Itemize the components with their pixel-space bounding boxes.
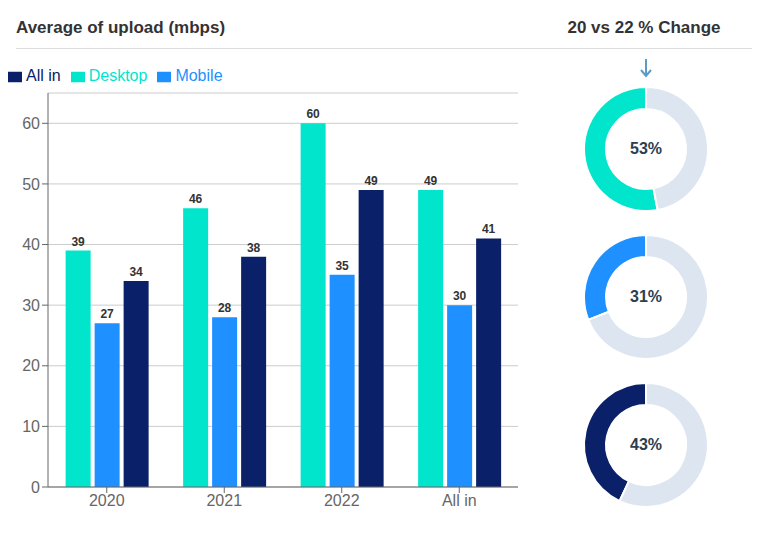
svg-text:34: 34 (129, 265, 143, 279)
svg-text:2020: 2020 (89, 492, 125, 509)
svg-text:60: 60 (306, 107, 320, 121)
svg-text:28: 28 (218, 301, 232, 315)
html-text:All in: All in (26, 67, 61, 84)
svg-text:All in: All in (442, 492, 477, 509)
svg-text:2021: 2021 (206, 492, 242, 509)
svg-text:2022: 2022 (324, 492, 360, 509)
svg-text:10: 10 (22, 418, 40, 435)
svg-text:27: 27 (100, 307, 114, 321)
html-text:20 vs 22 % Change: 20 vs 22 % Change (567, 18, 721, 37)
svg-text:49: 49 (364, 174, 378, 188)
html-text:43%: 43% (630, 436, 662, 453)
html-text:53%: 53% (630, 140, 662, 157)
svg-text:60: 60 (22, 115, 40, 132)
svg-text:0: 0 (31, 479, 40, 496)
svg-text:30: 30 (22, 297, 40, 314)
svg-text:35: 35 (335, 259, 349, 273)
svg-text:30: 30 (453, 289, 467, 303)
svg-text:50: 50 (22, 176, 40, 193)
html-text:Mobile: Mobile (175, 67, 223, 84)
svg-text:41: 41 (482, 222, 496, 236)
svg-text:40: 40 (22, 236, 40, 253)
svg-text:39: 39 (71, 235, 85, 249)
svg-text:20: 20 (22, 357, 40, 374)
html-text:31%: 31% (630, 288, 662, 305)
html-text:Average of upload (mbps): Average of upload (mbps) (16, 18, 226, 37)
svg-text:38: 38 (247, 241, 261, 255)
html-text:Desktop: Desktop (88, 67, 148, 84)
svg-text:49: 49 (424, 174, 438, 188)
svg-text:46: 46 (189, 192, 203, 206)
